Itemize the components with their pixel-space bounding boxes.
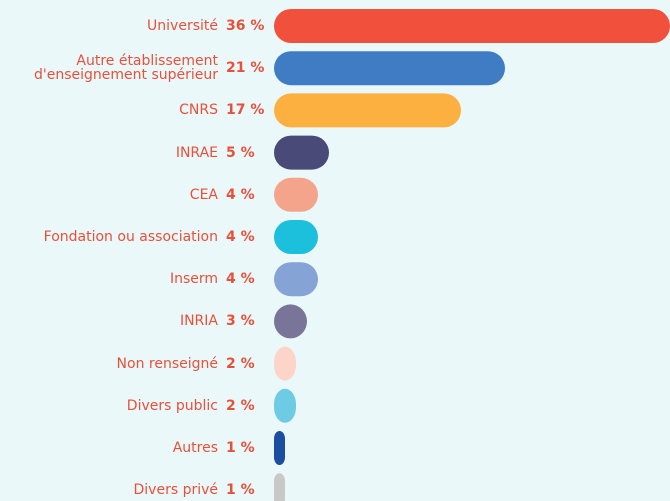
category-label: Non renseigné — [116, 355, 218, 372]
value-label: 5 % — [226, 144, 255, 161]
bar — [274, 220, 318, 254]
category-label: Divers privé — [133, 482, 219, 499]
value-label: 21 % — [226, 60, 265, 77]
category-label: Autre établissement d'enseignement supér… — [33, 53, 218, 84]
category-label: Université — [147, 18, 218, 34]
bar — [274, 51, 505, 86]
bar — [274, 346, 296, 381]
category-label: INRAE — [175, 144, 218, 161]
bar — [274, 93, 461, 128]
value-label: 36 % — [226, 18, 265, 34]
category-label: Inserm — [169, 271, 218, 288]
value-label: 1 % — [226, 482, 255, 499]
bar — [274, 135, 329, 170]
category-label: CEA — [189, 186, 218, 203]
category-label: Autres — [172, 440, 218, 456]
category-label: CNRS — [179, 102, 218, 119]
value-label: 4 % — [226, 186, 255, 203]
value-label: 3 % — [226, 313, 255, 330]
value-label: 2 % — [226, 355, 255, 372]
bar — [274, 177, 318, 212]
value-label: 4 % — [226, 271, 255, 288]
category-label: Divers public — [126, 397, 218, 414]
bar — [274, 304, 307, 339]
value-label: 1 % — [226, 440, 255, 456]
value-label: 4 % — [226, 229, 255, 245]
value-label: 17 % — [226, 102, 265, 119]
bar — [274, 9, 670, 43]
value-label: 2 % — [226, 397, 255, 414]
category-label: Fondation ou association — [43, 229, 218, 245]
category-label: INRIA — [179, 313, 218, 330]
bar — [274, 262, 318, 297]
bar — [274, 388, 296, 423]
bar — [274, 431, 285, 465]
bar — [274, 473, 285, 501]
